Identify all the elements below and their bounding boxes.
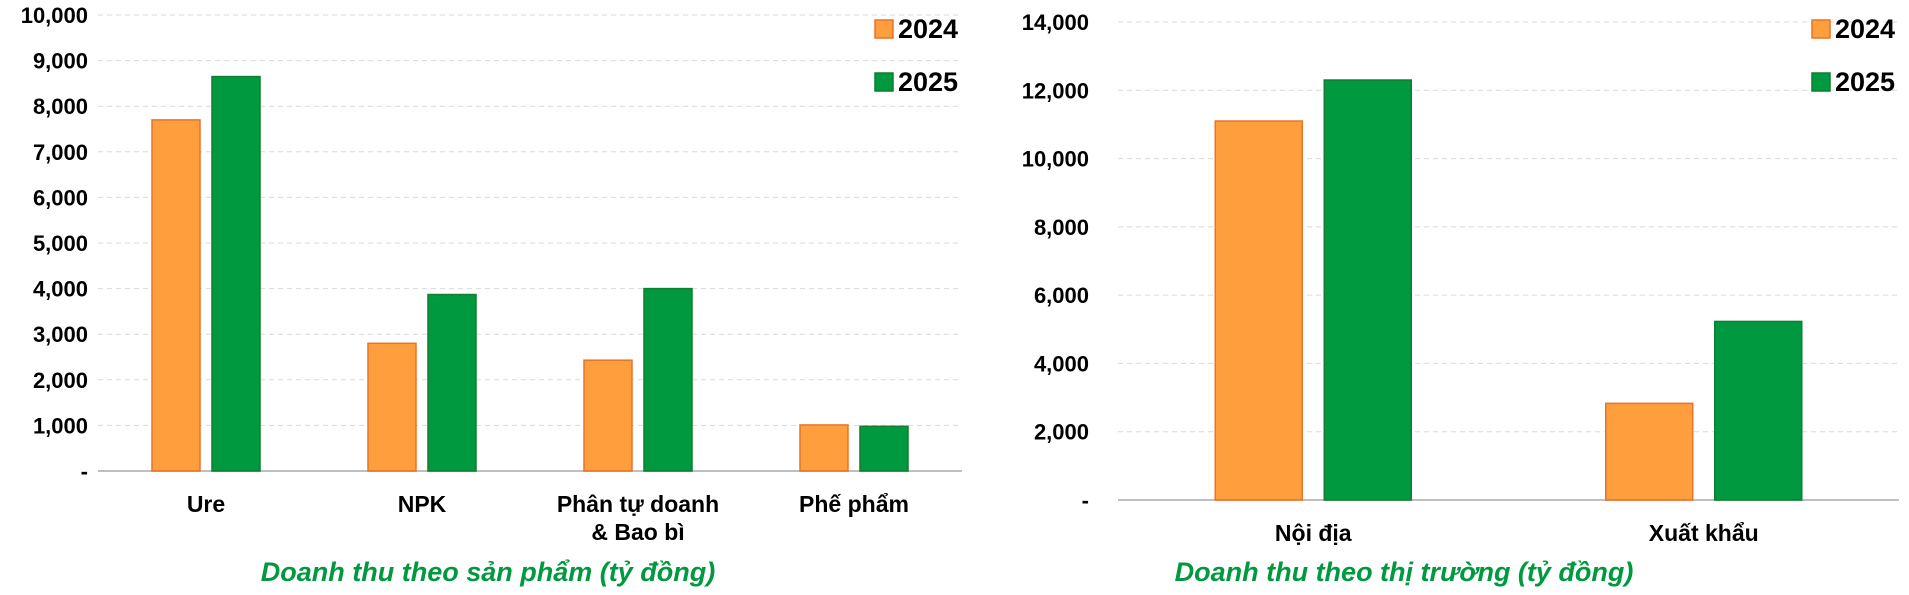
market-ytick-label: 4,000: [1034, 351, 1089, 376]
product-legend-label: 2025: [898, 67, 958, 97]
market-ytick-label: 14,000: [1022, 10, 1089, 35]
product-ytick-label: 10,000: [21, 3, 88, 28]
revenue-by-product-svg: - 1,000 2,000 3,000 4,000 5,000 6,000 7,000 8,00…: [21, 3, 962, 587]
product-ytick-label: 4,000: [33, 277, 88, 302]
product-bar-2024: [799, 424, 849, 472]
revenue-by-market-svg: - 2,000 4,000 6,000 8,000 10,000 12,000 14,000 N…: [1022, 10, 1899, 587]
product-category-label: & Bao bì: [591, 519, 684, 545]
market-legend-swatch-2025: [1811, 72, 1831, 92]
product-bar-2024: [367, 342, 417, 472]
product-bar-2024: [583, 359, 633, 472]
product-title: Doanh thu theo sản phẩm (tỷ đồng): [261, 557, 715, 587]
market-bar-2025: [1323, 79, 1412, 501]
product-bar-2025: [427, 293, 477, 472]
product-ytick-label: 3,000: [33, 322, 88, 347]
market-ytick-label: 12,000: [1022, 78, 1089, 103]
product-legend-swatch-2025: [874, 72, 894, 92]
product-category-label: NPK: [398, 491, 447, 517]
product-ytick-label: 5,000: [33, 231, 88, 256]
market-legend-label: 2025: [1835, 67, 1895, 97]
product-ytick-label: 1,000: [33, 413, 88, 438]
market-bar-2025: [1714, 320, 1803, 501]
product-ytick-label: -: [81, 459, 88, 484]
product-legend-swatch-2024: [874, 19, 894, 39]
market-legend-swatch-2024: [1811, 19, 1831, 39]
product-bar-2025: [643, 287, 693, 472]
product-bar-2024: [151, 119, 201, 472]
market-ytick-label: -: [1082, 488, 1089, 513]
market-ytick-label: 6,000: [1034, 283, 1089, 308]
market-category-label: Xuất khẩu: [1649, 520, 1759, 546]
product-bar-2025: [211, 75, 261, 472]
product-ytick-label: 9,000: [33, 49, 88, 74]
market-bar-2024: [1214, 120, 1303, 501]
product-ytick-label: 2,000: [33, 368, 88, 393]
market-ytick-label: 2,000: [1034, 420, 1089, 445]
product-ytick-label: 6,000: [33, 185, 88, 210]
product-ytick-label: 8,000: [33, 94, 88, 119]
product-ytick-label: 7,000: [33, 140, 88, 165]
product-category-label: Phân tự doanh: [557, 491, 719, 517]
product-category-label: Ure: [187, 491, 225, 517]
revenue-by-market-chart: - 2,000 4,000 6,000 8,000 10,000 12,000 14,000 N…: [990, 0, 1909, 595]
product-legend-label: 2024: [898, 14, 958, 44]
market-ytick-label: 8,000: [1034, 215, 1089, 240]
market-category-label: Nội địa: [1275, 520, 1352, 546]
market-legend-label: 2024: [1835, 14, 1895, 44]
product-bar-2025: [859, 425, 909, 472]
product-category-label: Phế phẩm: [799, 491, 909, 517]
market-ytick-label: 10,000: [1022, 147, 1089, 172]
revenue-by-product-chart: - 1,000 2,000 3,000 4,000 5,000 6,000 7,000 8,00…: [21, 3, 962, 587]
market-bar-2024: [1605, 402, 1694, 501]
market-title: Doanh thu theo thị trường (tỷ đồng): [1175, 557, 1634, 587]
